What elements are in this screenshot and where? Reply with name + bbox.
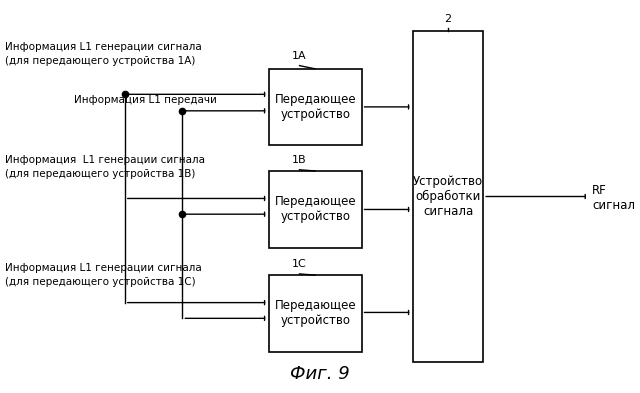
Text: Фиг. 9: Фиг. 9 bbox=[290, 365, 350, 383]
Text: 1C: 1C bbox=[292, 259, 307, 269]
FancyBboxPatch shape bbox=[269, 275, 362, 352]
Text: (для передающего устройства 1C): (для передающего устройства 1C) bbox=[5, 277, 196, 287]
Text: (для передающего устройства 1А): (для передающего устройства 1А) bbox=[5, 56, 195, 66]
Text: Устройство
обработки
сигнала: Устройство обработки сигнала bbox=[413, 175, 483, 218]
Text: Передающее
устройство: Передающее устройство bbox=[275, 299, 356, 327]
Text: Информация  L1 генерации сигнала: Информация L1 генерации сигнала bbox=[5, 155, 205, 165]
Text: 2: 2 bbox=[444, 14, 452, 24]
FancyBboxPatch shape bbox=[413, 31, 483, 362]
Text: RF
сигнал: RF сигнал bbox=[592, 184, 635, 213]
FancyBboxPatch shape bbox=[269, 69, 362, 145]
Text: Информация L1 передачи: Информация L1 передачи bbox=[74, 95, 216, 105]
Text: Передающее
устройство: Передающее устройство bbox=[275, 93, 356, 121]
Text: Информация L1 генерации сигнала: Информация L1 генерации сигнала bbox=[5, 42, 202, 52]
Text: Информация L1 генерации сигнала: Информация L1 генерации сигнала bbox=[5, 263, 202, 274]
FancyBboxPatch shape bbox=[269, 171, 362, 248]
Text: 1A: 1A bbox=[292, 51, 307, 61]
Text: Передающее
устройство: Передающее устройство bbox=[275, 195, 356, 223]
Text: (для передающего устройства 1B): (для передающего устройства 1B) bbox=[5, 169, 195, 179]
Text: 1B: 1B bbox=[292, 155, 307, 165]
